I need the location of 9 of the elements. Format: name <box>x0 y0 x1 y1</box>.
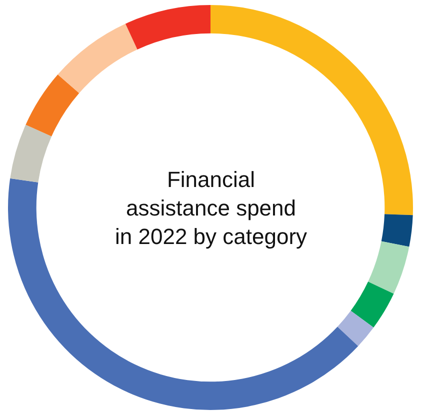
donut-slice <box>10 124 52 182</box>
donut-slice <box>26 74 80 136</box>
donut-slice <box>125 5 210 50</box>
text: Financial assistance spend in 2022 by category <box>115 167 308 250</box>
donut-slice <box>337 310 374 346</box>
donut-slice <box>381 214 413 247</box>
donut-slice <box>58 24 138 94</box>
donut-slice <box>350 282 394 328</box>
donut-slice <box>368 241 410 294</box>
